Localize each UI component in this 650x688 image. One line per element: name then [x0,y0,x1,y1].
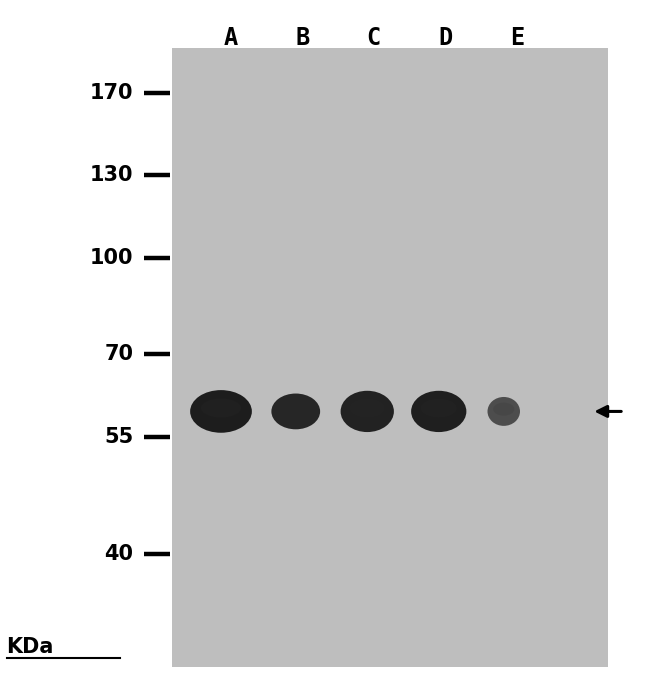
Ellipse shape [411,391,467,432]
Ellipse shape [201,398,241,418]
Text: E: E [510,26,524,50]
Text: 70: 70 [104,344,133,365]
Text: 55: 55 [104,427,133,447]
Ellipse shape [350,399,385,418]
Ellipse shape [421,399,457,418]
Ellipse shape [190,390,252,433]
Text: B: B [295,26,309,50]
Text: 130: 130 [90,165,133,186]
Ellipse shape [280,400,311,417]
Text: KDa: KDa [6,637,54,657]
Text: 170: 170 [90,83,133,103]
Ellipse shape [493,402,514,416]
Bar [172,48,608,667]
Ellipse shape [488,397,520,426]
Text: 100: 100 [90,248,133,268]
Ellipse shape [272,394,320,429]
Text: A: A [224,26,238,50]
Text: C: C [367,26,381,50]
Text: 40: 40 [104,544,133,564]
Text: D: D [438,26,452,50]
Ellipse shape [341,391,394,432]
